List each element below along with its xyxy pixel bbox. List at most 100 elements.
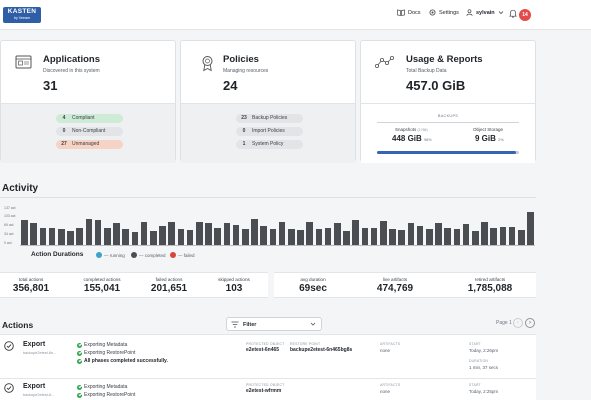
activity-bar[interactable] xyxy=(242,228,249,245)
restore-point-link[interactable]: backupe2etest-6n465bg8s xyxy=(290,347,353,353)
activity-bar[interactable] xyxy=(343,231,350,245)
activity-histogram[interactable] xyxy=(20,205,535,245)
activity-bar[interactable] xyxy=(260,225,267,245)
pill-label: Import Policies xyxy=(252,128,285,134)
settings-link[interactable]: Settings xyxy=(429,9,459,16)
activity-bar[interactable] xyxy=(48,228,56,245)
user-menu[interactable]: sylvain xyxy=(466,9,504,16)
system-policy-pill[interactable]: 1 System Policy xyxy=(236,140,303,149)
activity-bar[interactable] xyxy=(490,228,497,245)
activity-bar[interactable] xyxy=(140,221,148,245)
activity-bar[interactable] xyxy=(76,227,84,245)
activity-bar[interactable] xyxy=(297,230,304,245)
activity-bar[interactable] xyxy=(471,231,479,245)
activity-bar[interactable] xyxy=(223,223,231,245)
usage-reports-card[interactable]: Usage & Reports Total Backup Data 457.0 … xyxy=(360,40,536,163)
activity-bar[interactable] xyxy=(104,228,111,245)
bell-icon[interactable] xyxy=(509,9,517,18)
protected-object-link[interactable]: e2etest-6n465 xyxy=(246,347,280,353)
activity-bar[interactable] xyxy=(499,226,507,245)
activity-bar[interactable] xyxy=(122,229,130,245)
activity-divider xyxy=(0,197,536,198)
artifacts-value: none xyxy=(380,348,391,353)
legend-failed[interactable]: — failed xyxy=(170,252,195,258)
non-compliant-pill[interactable]: 0 Non-Compliant xyxy=(56,127,123,136)
policies-card[interactable]: Policies Managing resources 24 23 Backup … xyxy=(180,40,356,163)
activity-bar[interactable] xyxy=(527,211,534,245)
activity-bar[interactable] xyxy=(444,228,451,245)
activity-bar[interactable] xyxy=(251,219,258,245)
activity-bar[interactable] xyxy=(389,229,396,245)
phase-item: Exporting RestorePoint xyxy=(77,392,135,398)
activity-bar[interactable] xyxy=(361,227,369,245)
action-row[interactable]: Export backupe2etest-6n... Exporting Met… xyxy=(0,334,536,378)
activity-bar[interactable] xyxy=(287,229,295,245)
activity-bar[interactable] xyxy=(94,220,102,245)
notifications-badge[interactable]: 14 xyxy=(519,9,531,21)
check-circle-icon xyxy=(4,341,14,351)
activity-bar[interactable] xyxy=(481,221,488,245)
activity-bar[interactable] xyxy=(278,221,286,245)
activity-bar[interactable] xyxy=(39,228,47,245)
activity-bar[interactable] xyxy=(159,225,166,245)
activity-bar[interactable] xyxy=(370,228,378,245)
action-row[interactable]: Export backupe2etest-6... Exporting Meta… xyxy=(0,378,536,400)
activity-bar[interactable] xyxy=(333,223,341,245)
phase-label: Exporting Metadata xyxy=(84,342,128,348)
filter-dropdown[interactable]: Filter xyxy=(226,317,322,331)
activity-bar[interactable] xyxy=(58,229,65,245)
docs-link[interactable]: Docs xyxy=(397,9,421,16)
column-header: DURATION xyxy=(469,359,489,363)
activity-bar[interactable] xyxy=(232,225,240,245)
prev-page-button[interactable]: ‹ xyxy=(513,318,523,328)
activity-bar[interactable] xyxy=(416,225,424,245)
activity-bar[interactable] xyxy=(30,223,38,245)
next-page-button[interactable]: › xyxy=(525,318,535,328)
activity-bar[interactable] xyxy=(324,228,332,245)
protected-object-link[interactable]: e2etest-wfrmm xyxy=(246,388,282,394)
activity-bar[interactable] xyxy=(508,226,516,245)
backup-policies-pill[interactable]: 23 Backup Policies xyxy=(236,114,303,123)
activity-bar[interactable] xyxy=(306,221,313,245)
activity-title: Activity xyxy=(2,183,39,194)
unmanaged-pill[interactable]: 27 Unmanaged xyxy=(56,140,123,149)
legend-running[interactable]: — running xyxy=(96,252,125,258)
activity-bar[interactable] xyxy=(131,231,139,245)
activity-bar[interactable] xyxy=(21,220,28,245)
activity-bar[interactable] xyxy=(315,229,323,245)
activity-bar[interactable] xyxy=(85,218,93,245)
action-type: Export xyxy=(23,383,46,390)
metric-avg-duration: avg duration 69sec xyxy=(290,277,336,294)
activity-bar[interactable] xyxy=(196,221,203,245)
card-subtitle: Managing resources xyxy=(223,68,269,74)
activity-bar[interactable] xyxy=(407,222,415,245)
applications-card[interactable]: Applications Discovered in this system 3… xyxy=(0,40,176,163)
pill-count: 0 xyxy=(62,128,66,134)
import-policies-pill[interactable]: 0 Import Policies xyxy=(236,127,303,136)
phase-label: Exporting Metadata xyxy=(84,384,128,390)
metric-label: total actions xyxy=(18,277,44,282)
activity-bar[interactable] xyxy=(517,229,525,245)
activity-bar[interactable] xyxy=(352,219,359,245)
metric-label: avg duration xyxy=(300,277,326,282)
activity-bar[interactable] xyxy=(453,228,461,245)
activity-bar[interactable] xyxy=(168,221,176,245)
activity-bar[interactable] xyxy=(398,230,405,245)
activity-bar[interactable] xyxy=(462,223,470,245)
activity-bar[interactable] xyxy=(67,230,74,245)
activity-bar[interactable] xyxy=(379,221,387,245)
activity-bar[interactable] xyxy=(150,230,157,245)
activity-bar[interactable] xyxy=(186,229,194,245)
action-id: backupe2etest-6n... xyxy=(23,351,57,355)
activity-bar[interactable] xyxy=(205,223,212,245)
activity-bar[interactable] xyxy=(214,228,222,245)
legend-completed[interactable]: — completed xyxy=(131,252,166,258)
compliant-pill[interactable]: 4 Compliant xyxy=(56,114,123,123)
activity-bar[interactable] xyxy=(269,228,277,245)
activity-bar[interactable] xyxy=(113,222,120,245)
activity-bar[interactable] xyxy=(435,222,442,245)
metric-value: 201,651 xyxy=(150,283,188,294)
activity-bar[interactable] xyxy=(177,229,185,245)
activity-bar[interactable] xyxy=(425,229,433,245)
kasten-logo[interactable]: KASTEN by Veeam xyxy=(3,7,41,23)
